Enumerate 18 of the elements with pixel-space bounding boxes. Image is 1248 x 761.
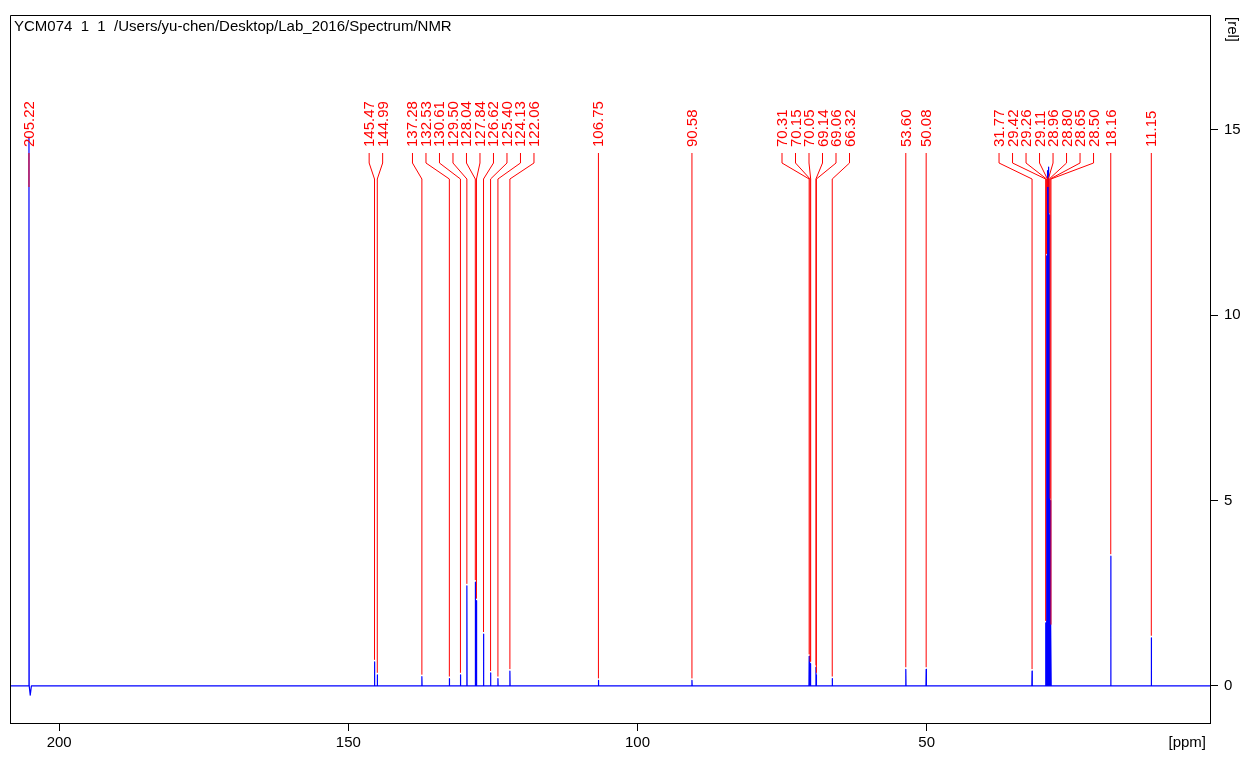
annotation: 18.16 (1101, 109, 1119, 147)
annotation: 205.22 (19, 101, 37, 147)
x-axis-title: [ppm] (1168, 732, 1206, 750)
annotation: 53.60 (896, 109, 914, 147)
annotation: 50.08 (917, 109, 935, 147)
x-tick-label: 100 (624, 733, 650, 751)
chart-title: YCM074 1 1 /Users/yu-chen/Desktop/Lab_2016/Spectrum/NMR (14, 16, 452, 34)
annotation: 106.75 (589, 101, 607, 147)
y-tick-label: 15 (1224, 120, 1241, 138)
annotation: 11.15 (1142, 110, 1160, 147)
annotation: 90.58 (682, 109, 700, 147)
y-tick-label: 0 (1224, 676, 1233, 694)
y-axis-title: [rel] (1224, 17, 1242, 43)
x-tick-label: 150 (335, 733, 361, 751)
y-tick-label: 10 (1224, 305, 1241, 323)
y-tick-label: 5 (1224, 490, 1233, 508)
x-tick-label: 50 (918, 733, 935, 751)
x-tick-label: 200 (46, 733, 72, 751)
